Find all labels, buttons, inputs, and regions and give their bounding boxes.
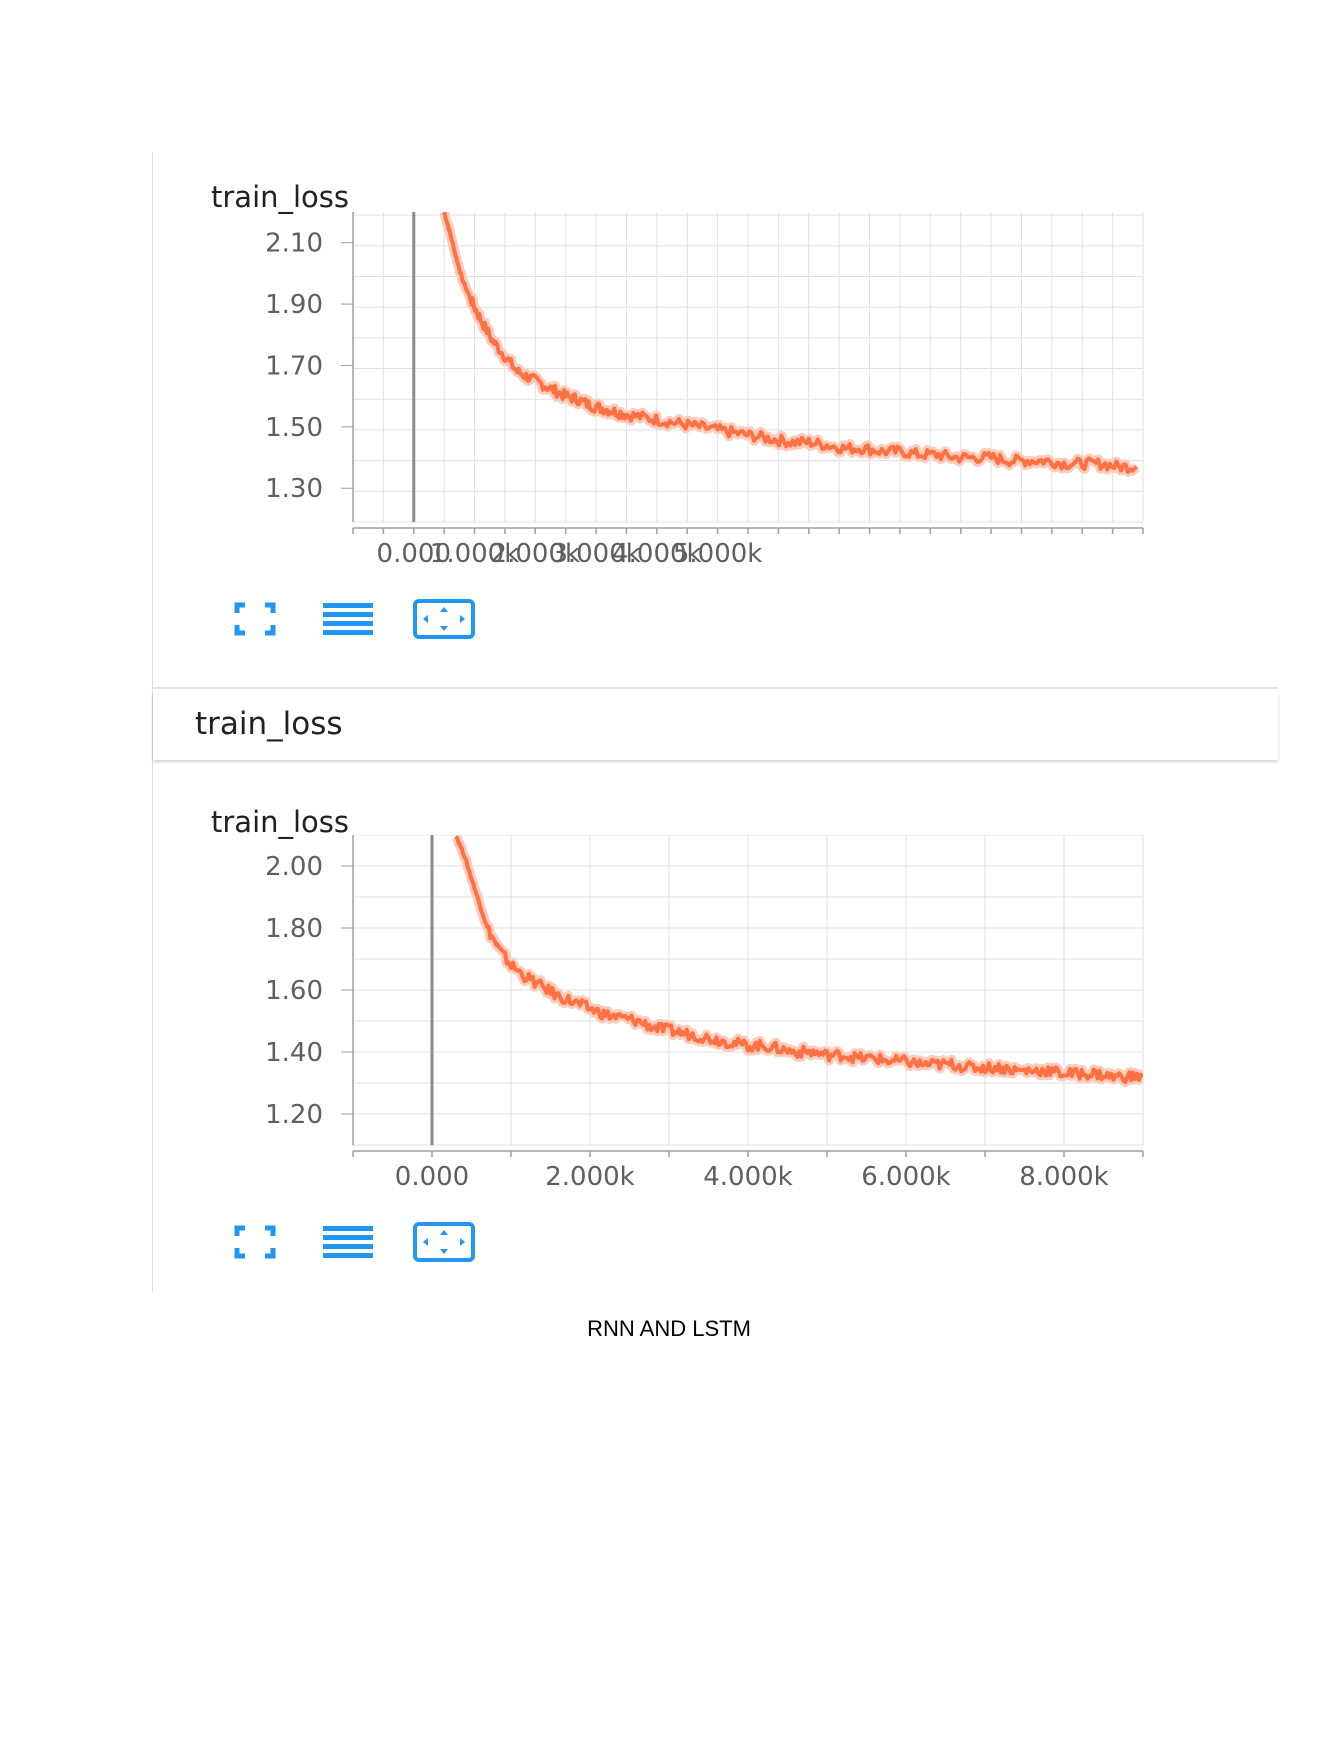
figure-caption: RNN AND LSTM: [587, 1316, 751, 1341]
group-header[interactable]: train_loss: [153, 692, 1278, 760]
x-tick-label: 0.000: [395, 1162, 469, 1192]
panel-left-border: [152, 152, 153, 1292]
y-tick-label: 1.60: [265, 976, 323, 1006]
x-tick-label: 8.000k: [1019, 1162, 1109, 1192]
y-tick-label: 1.90: [265, 290, 323, 320]
fullscreen-icon[interactable]: [233, 599, 277, 639]
chart-toolbar: [233, 599, 493, 639]
y-tick-label: 1.50: [265, 413, 323, 443]
chart-title: train_loss: [211, 805, 350, 839]
grid: [352, 212, 1144, 523]
x-tick-label: 2.000k: [545, 1162, 635, 1192]
y-tick-label: 1.70: [265, 351, 323, 381]
series-line: [442, 212, 1139, 474]
fullscreen-icon[interactable]: [233, 1222, 277, 1262]
x-tick-label: 5.000k: [673, 539, 763, 569]
y-tick-label: 2.00: [265, 852, 323, 882]
chart-plot[interactable]: 2.00 1.80 1.60 1.40 1.20 0.000 2.000k 4.000k 6.0…: [153, 835, 1153, 1205]
x-tick-label: 0.000: [377, 539, 451, 569]
data-selection-icon[interactable]: [323, 599, 373, 639]
chart-card-2: train_loss 2.00 1.80 1.60 1.40 1.20 0.000 2.00…: [153, 765, 1278, 1292]
chart-card-1: train_loss 2.10 1.90 1.70 1.50 1.30 0.000 1.00…: [153, 152, 1278, 689]
fit-domain-icon[interactable]: [413, 1222, 475, 1262]
group-title: train_loss: [195, 706, 343, 742]
x-tick-label: 4.000k: [612, 539, 702, 569]
y-tick-label: 2.10: [265, 229, 323, 259]
data-selection-icon[interactable]: [323, 1222, 373, 1262]
x-tick-label: 6.000k: [861, 1162, 951, 1192]
x-tick-label: 1.000k: [430, 539, 520, 569]
grid: [352, 835, 1144, 1146]
x-tick-label: 4.000k: [703, 1162, 793, 1192]
series-line: [454, 835, 1143, 1085]
fit-domain-icon[interactable]: [413, 599, 475, 639]
y-tick-label: 1.20: [265, 1100, 323, 1130]
x-tick-label: 3.000k: [551, 539, 641, 569]
y-tick-label: 1.40: [265, 1038, 323, 1068]
chart-plot[interactable]: 2.10 1.90 1.70 1.50 1.30 0.0001.000k2.000k3.0…: [153, 212, 1153, 582]
x-tick-label: 2.000k: [491, 539, 581, 569]
chart-title: train_loss: [211, 180, 350, 214]
chart-toolbar: [233, 1222, 493, 1262]
series-line-raw: [439, 212, 1140, 477]
y-tick-label: 1.30: [265, 474, 323, 504]
y-tick-label: 1.80: [265, 914, 323, 944]
